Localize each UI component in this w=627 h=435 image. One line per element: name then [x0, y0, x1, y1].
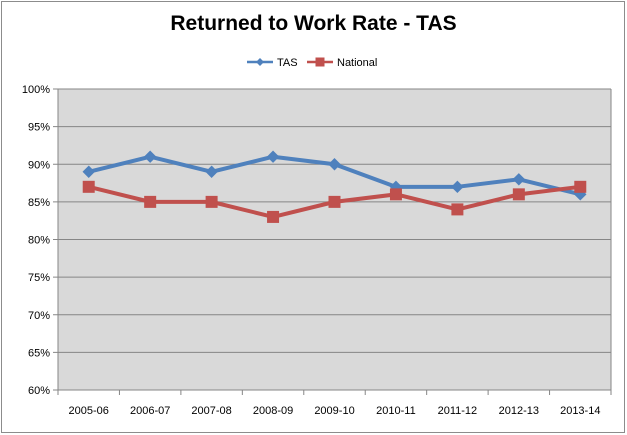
data-point-diamond — [266, 150, 280, 163]
y-tick-label: 85% — [28, 197, 50, 209]
x-tick-label: 2010-11 — [376, 405, 416, 417]
x-tick-label: 2013-14 — [560, 405, 600, 417]
legend-label: National — [337, 57, 377, 69]
y-tick-label: 70% — [28, 310, 50, 322]
legend-marker — [315, 57, 325, 67]
data-point-square — [144, 195, 157, 208]
x-axis-labels: 2005-06 2006-07 2007-08 2008-09 2009-10 2010-… — [69, 405, 601, 417]
y-tick-label: 75% — [28, 272, 50, 284]
data-point-diamond — [451, 180, 464, 194]
x-tick-label: 2008-09 — [253, 405, 293, 417]
x-tick-label: 2011-12 — [438, 405, 478, 417]
legend-item: TAS — [247, 57, 298, 69]
x-tick-label: 2007-08 — [191, 405, 231, 417]
data-point-diamond — [512, 173, 526, 186]
legend-label: TAS — [277, 57, 298, 69]
data-point-square — [451, 203, 464, 216]
data-point-diamond — [82, 165, 95, 178]
data-point-square — [82, 180, 95, 193]
data-point-square — [574, 180, 587, 193]
series-layer — [82, 150, 587, 223]
x-tick-label: 2009-10 — [314, 405, 354, 417]
legend-marker — [256, 58, 264, 66]
legend: TAS National — [247, 57, 377, 69]
y-tick-label: 100% — [22, 84, 50, 96]
y-axis-labels: 60% 65% 70% 75% 80% 85% 90% 95% 100% — [22, 84, 50, 397]
data-point-diamond — [205, 165, 218, 178]
series-national — [82, 180, 587, 223]
y-tick-label: 60% — [28, 385, 50, 397]
chart-title: Returned to Work Rate - TAS — [170, 12, 457, 35]
data-point-square — [389, 188, 402, 201]
y-tick-label: 90% — [28, 159, 50, 171]
legend-item: National — [307, 57, 377, 69]
x-tick-label: 2012-13 — [499, 405, 539, 417]
y-tick-label: 95% — [28, 122, 50, 134]
axes — [57, 89, 612, 395]
y-tick-label: 65% — [28, 347, 50, 359]
data-point-diamond — [143, 150, 157, 163]
x-tick-label: 2005-06 — [69, 405, 109, 417]
data-point-square — [267, 210, 280, 223]
x-tick-label: 2006-07 — [130, 405, 170, 417]
data-point-diamond — [328, 158, 341, 171]
data-point-square — [205, 195, 218, 208]
data-point-square — [328, 195, 341, 208]
y-tick-label: 80% — [28, 235, 50, 247]
data-point-square — [512, 188, 525, 201]
